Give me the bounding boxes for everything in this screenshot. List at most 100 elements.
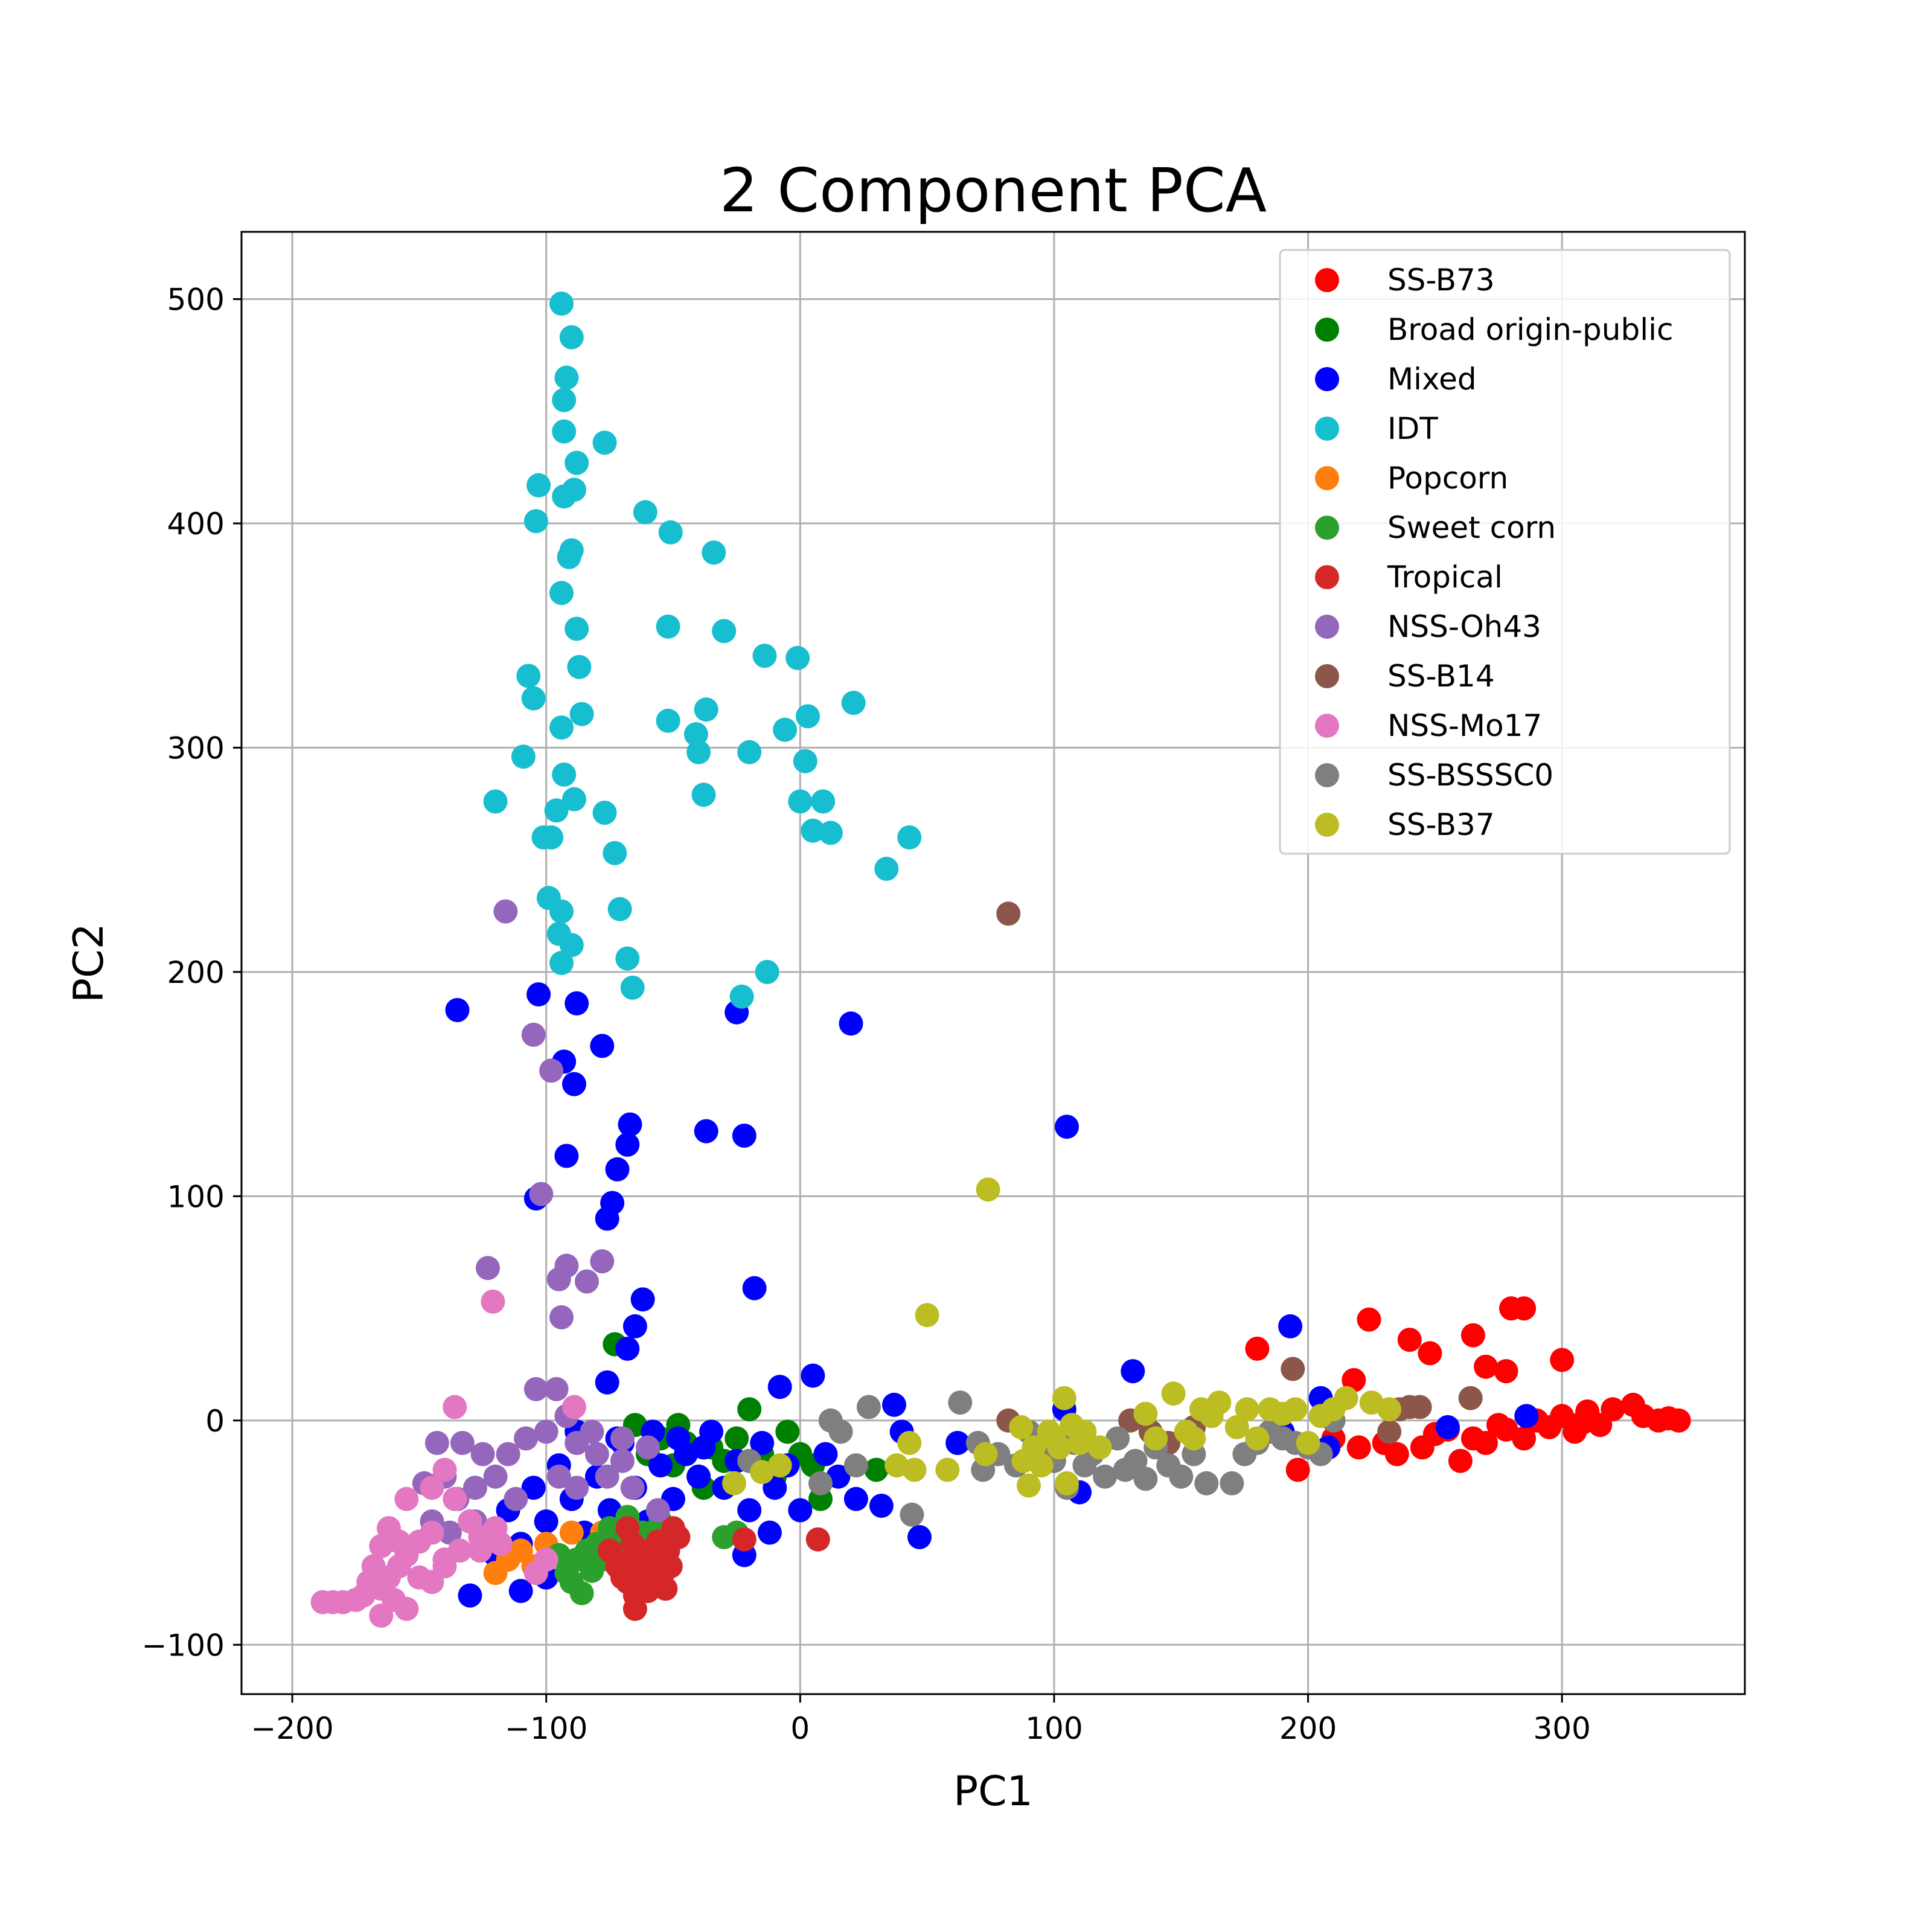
data-point [1121,1359,1145,1384]
data-point [470,1442,495,1467]
data-point [504,1486,528,1511]
data-point [752,644,777,668]
plot-frame [240,231,1746,1695]
data-point [874,857,899,881]
data-point [549,899,574,924]
data-point [622,1314,647,1339]
legend-marker [1315,565,1339,589]
data-point [575,1269,599,1294]
data-point [633,500,657,525]
data-point [554,1144,579,1168]
data-point [712,619,737,644]
legend-marker [1315,367,1339,391]
data-point [437,1520,462,1545]
data-point [864,1457,889,1482]
data-point [841,691,866,715]
data-point [694,1119,718,1144]
data-point [767,1453,792,1478]
data-point [1494,1417,1518,1442]
data-point [559,325,584,350]
data-point [813,1442,838,1467]
data-point [630,1574,655,1599]
data-point [811,789,836,814]
data-point [1220,1471,1244,1495]
data-point [897,1431,922,1455]
data-point [935,1457,960,1482]
data-point [620,1476,645,1500]
data-point [1278,1314,1303,1339]
data-point [580,1419,604,1444]
data-point [1235,1397,1259,1422]
data-point [1245,1426,1270,1451]
data-point [691,1435,716,1460]
data-point [508,1579,533,1604]
data-point [610,1448,635,1473]
data-point [1207,1390,1232,1415]
data-point [432,1457,457,1482]
axis-ticks: −200 −100 0 100 200 300 −100 0 100 200 300 400 500 [142,282,1591,1746]
data-point [666,1525,691,1549]
data-point [1087,1435,1112,1460]
data-point [1093,1464,1118,1489]
data-point [828,1419,853,1444]
data-point [808,1471,833,1495]
y-tick-label: 500 [167,282,225,317]
data-point [683,722,708,747]
legend-label: SS-B73 [1387,263,1495,298]
data-point [755,959,779,984]
y-tick-label: 100 [167,1179,225,1214]
y-tick-label: 300 [167,731,225,766]
data-point [737,1397,762,1422]
data-point [722,1471,746,1495]
data-point [773,717,798,742]
x-tick-label: 200 [1279,1711,1337,1746]
data-point [445,998,470,1022]
data-point [757,1520,782,1545]
data-point [516,664,541,688]
data-point [1123,1448,1148,1473]
data-point [805,1527,830,1552]
data-point [443,1395,467,1419]
data-point [369,1534,394,1558]
data-point [424,1431,449,1455]
data-point [559,933,584,958]
y-tick-label: 0 [205,1404,225,1439]
data-point [996,901,1021,926]
data-point [1281,1357,1305,1381]
data-point [1245,1336,1270,1361]
data-point [907,1525,932,1549]
legend-label: SS-B37 [1387,807,1495,842]
data-point [737,740,762,764]
data-point [1133,1401,1158,1426]
data-point [656,614,680,639]
data-point [549,715,574,740]
data-point [529,1182,554,1206]
data-point [732,1124,756,1148]
data-point [686,740,711,764]
data-point [1182,1426,1206,1451]
legend-marker [1315,417,1339,441]
data-point [1410,1435,1435,1460]
data-point [539,1058,564,1083]
data-point [603,841,627,865]
data-point [724,1426,749,1451]
data-point [788,789,813,814]
data-point [1512,1296,1537,1321]
data-point [648,1453,673,1478]
data-point [1512,1426,1537,1451]
data-point [653,1576,678,1601]
legend-marker [1315,268,1339,292]
data-point [694,697,718,722]
data-point [897,825,922,849]
y-tick-label: 200 [167,955,225,990]
legend-label: SS-B14 [1387,659,1495,694]
legend-marker [1315,813,1339,837]
data-point [686,1464,711,1489]
x-tick-label: 300 [1533,1711,1590,1746]
data-point [1494,1359,1518,1384]
data-point [1666,1408,1691,1433]
data-point [1435,1415,1460,1439]
data-point [493,899,518,924]
data-point [801,1363,825,1388]
series-ss-b37 [722,1177,1402,1498]
